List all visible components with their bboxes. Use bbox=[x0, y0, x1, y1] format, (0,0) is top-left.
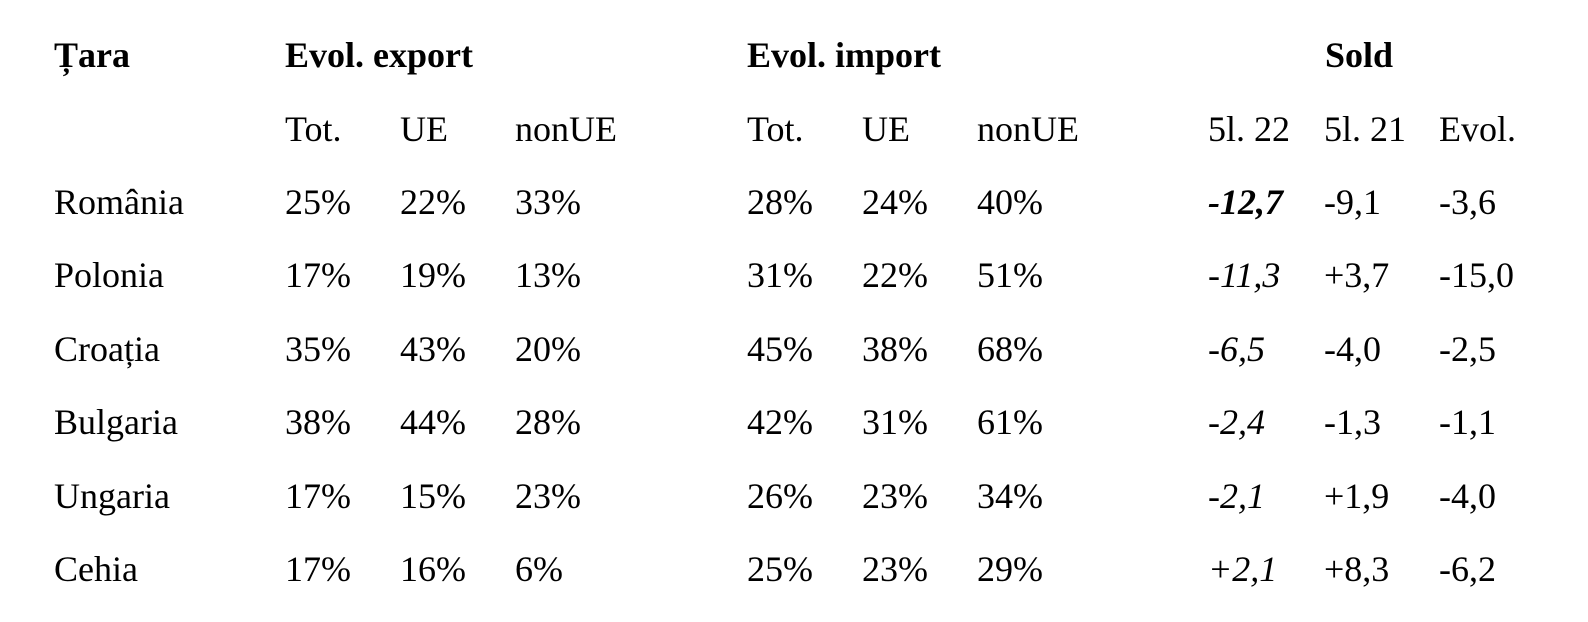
value-cell: -4,0 bbox=[1324, 328, 1381, 369]
value-cell: 22% bbox=[862, 255, 928, 296]
value-cell: 17% bbox=[285, 475, 351, 516]
sub-header: UE bbox=[400, 109, 448, 149]
value-cell: 17% bbox=[285, 255, 351, 296]
value-cell: +3,7 bbox=[1324, 255, 1390, 296]
sub-header: nonUE bbox=[515, 109, 617, 149]
value-cell: -6,2 bbox=[1439, 549, 1496, 589]
value-cell: -2,5 bbox=[1439, 328, 1496, 369]
value-cell: 19% bbox=[400, 255, 466, 296]
value-cell: 13% bbox=[515, 255, 581, 296]
value-cell: 40% bbox=[977, 182, 1043, 222]
country-cell: Croația bbox=[54, 328, 160, 369]
value-cell: 15% bbox=[400, 475, 466, 516]
value-cell: 17% bbox=[285, 549, 351, 589]
country-cell: Cehia bbox=[54, 549, 138, 589]
value-cell: 45% bbox=[747, 328, 813, 369]
value-cell: -12,7 bbox=[1208, 182, 1283, 222]
country-cell: România bbox=[54, 182, 184, 222]
value-cell: -11,3 bbox=[1208, 255, 1281, 296]
value-cell: 23% bbox=[515, 475, 581, 516]
value-cell: -2,1 bbox=[1208, 475, 1265, 516]
sub-header: 5l. 22 bbox=[1208, 109, 1291, 149]
value-cell: -9,1 bbox=[1324, 182, 1381, 222]
value-cell: +1,9 bbox=[1324, 475, 1390, 516]
value-cell: 23% bbox=[862, 475, 928, 516]
group-header: Țara bbox=[54, 35, 130, 75]
value-cell: 31% bbox=[862, 402, 928, 443]
value-cell: 38% bbox=[285, 402, 351, 443]
value-cell: -6,5 bbox=[1208, 328, 1265, 369]
sub-header: Evol. bbox=[1439, 109, 1516, 149]
value-cell: 25% bbox=[285, 182, 351, 222]
sub-header: Tot. bbox=[285, 109, 342, 149]
value-cell: 31% bbox=[747, 255, 813, 296]
country-cell: Polonia bbox=[54, 255, 165, 296]
group-header: Evol. export bbox=[285, 35, 473, 75]
value-cell: 68% bbox=[977, 328, 1043, 369]
value-cell: 25% bbox=[747, 549, 813, 589]
value-cell: 26% bbox=[747, 475, 813, 516]
value-cell: 23% bbox=[862, 549, 928, 589]
value-cell: -1,1 bbox=[1439, 402, 1496, 443]
value-cell: -2,4 bbox=[1208, 402, 1265, 443]
value-cell: -1,3 bbox=[1324, 402, 1381, 443]
value-cell: +2,1 bbox=[1208, 549, 1278, 589]
sub-header: UE bbox=[862, 109, 910, 149]
value-cell: 33% bbox=[515, 182, 581, 222]
value-cell: 42% bbox=[747, 402, 813, 443]
value-cell: -3,6 bbox=[1439, 182, 1496, 222]
value-cell: 51% bbox=[977, 255, 1043, 296]
value-cell: 28% bbox=[747, 182, 813, 222]
value-cell: 35% bbox=[285, 328, 351, 369]
value-cell: 6% bbox=[515, 549, 563, 589]
value-cell: 20% bbox=[515, 328, 581, 369]
value-cell: +8,3 bbox=[1324, 549, 1390, 589]
value-cell: 16% bbox=[400, 549, 466, 589]
value-cell: 28% bbox=[515, 402, 581, 443]
value-cell: -4,0 bbox=[1439, 475, 1496, 516]
value-cell: 24% bbox=[862, 182, 928, 222]
value-cell: 44% bbox=[400, 402, 466, 443]
sub-header: Tot. bbox=[747, 109, 804, 149]
value-cell: -15,0 bbox=[1439, 255, 1514, 296]
value-cell: 22% bbox=[400, 182, 466, 222]
value-cell: 61% bbox=[977, 402, 1043, 443]
value-cell: 34% bbox=[977, 475, 1043, 516]
sub-header: 5l. 21 bbox=[1324, 109, 1407, 149]
country-cell: Bulgaria bbox=[54, 402, 178, 443]
country-cell: Ungaria bbox=[54, 475, 170, 516]
value-cell: 43% bbox=[400, 328, 466, 369]
group-header: Sold bbox=[1325, 35, 1394, 75]
value-cell: 29% bbox=[977, 549, 1043, 589]
group-header: Evol. import bbox=[747, 35, 941, 75]
sub-header: nonUE bbox=[977, 109, 1079, 149]
value-cell: 38% bbox=[862, 328, 928, 369]
